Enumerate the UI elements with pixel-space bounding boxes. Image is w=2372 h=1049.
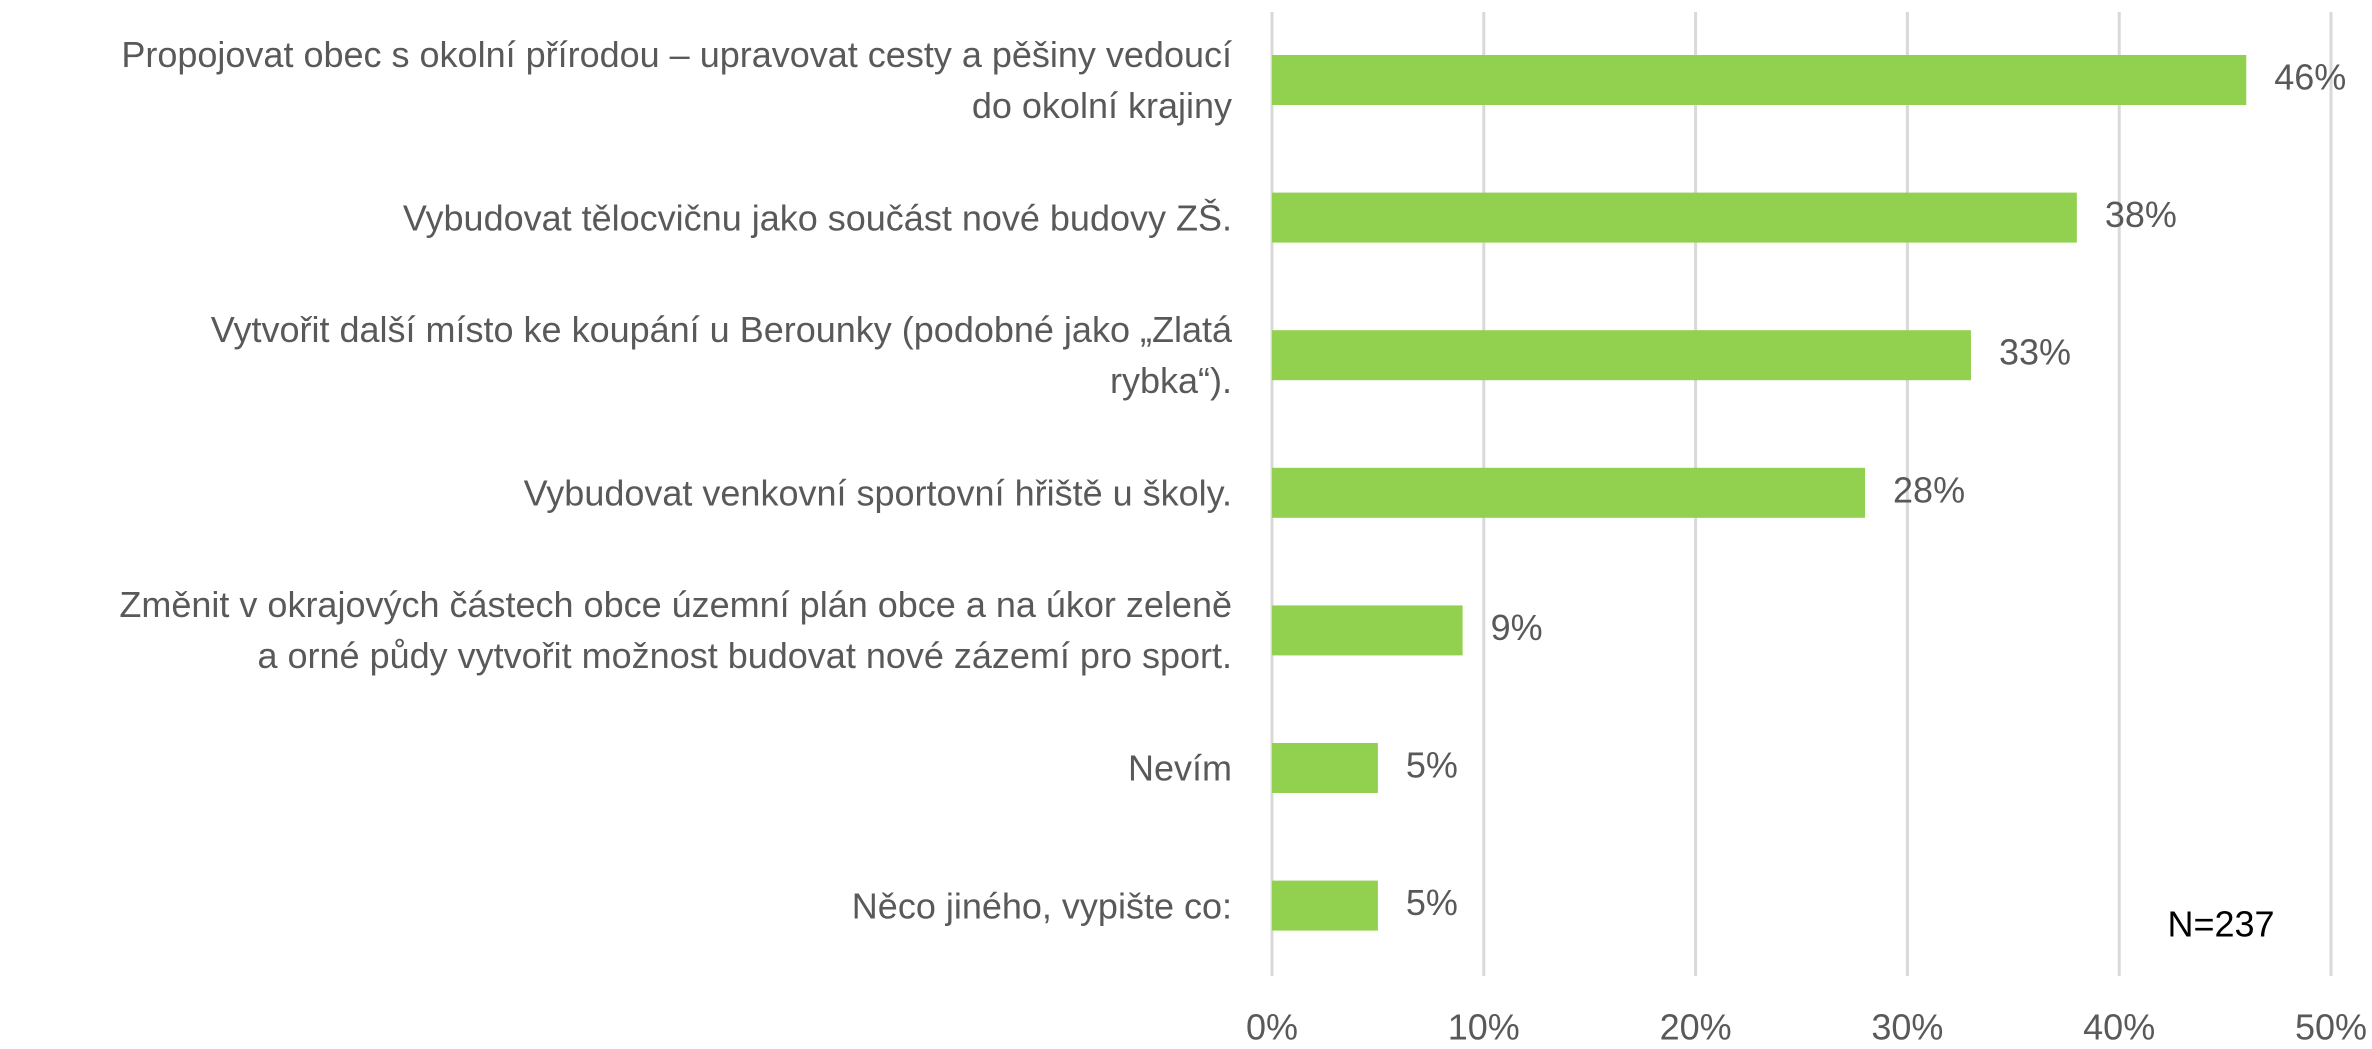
category-label: Propojovat obec s okolní přírodou – upra… (121, 34, 1232, 126)
x-tick-label: 50% (2295, 1007, 2367, 1048)
data-label: 38% (2105, 194, 2177, 235)
bar (1272, 55, 2247, 105)
category-label: Vytvořit další místo ke koupání u Beroun… (210, 309, 1232, 402)
x-tick-label: 40% (2083, 1007, 2155, 1048)
x-tick-label: 30% (1871, 1007, 1943, 1048)
data-label: 33% (1999, 332, 2071, 373)
data-label: 9% (1491, 607, 1543, 648)
x-tick-label: 20% (1660, 1007, 1732, 1048)
bar (1272, 743, 1378, 793)
category-label: Nevím (1127, 747, 1232, 789)
bar (1272, 330, 1971, 381)
data-label: 5% (1406, 745, 1458, 786)
category-label: Vybudovat tělocvičnu jako součást nové b… (402, 197, 1232, 239)
x-tick-label: 0% (1246, 1007, 1298, 1048)
data-label: 28% (1893, 469, 1965, 510)
data-label: 5% (1406, 882, 1458, 923)
category-label: Změnit v okrajových částech obce územní … (119, 584, 1232, 677)
bar (1272, 467, 1866, 518)
category-label: Vybudovat venkovní sportovní hřiště u šk… (523, 472, 1232, 514)
bar (1272, 192, 2077, 243)
bar (1272, 605, 1463, 656)
category-label: Něco jiného, vypište co: (851, 885, 1232, 927)
x-tick-label: 10% (1448, 1007, 1520, 1048)
bar (1272, 880, 1378, 931)
annotation: N=237 (2167, 904, 2274, 945)
data-label: 46% (2274, 57, 2346, 98)
